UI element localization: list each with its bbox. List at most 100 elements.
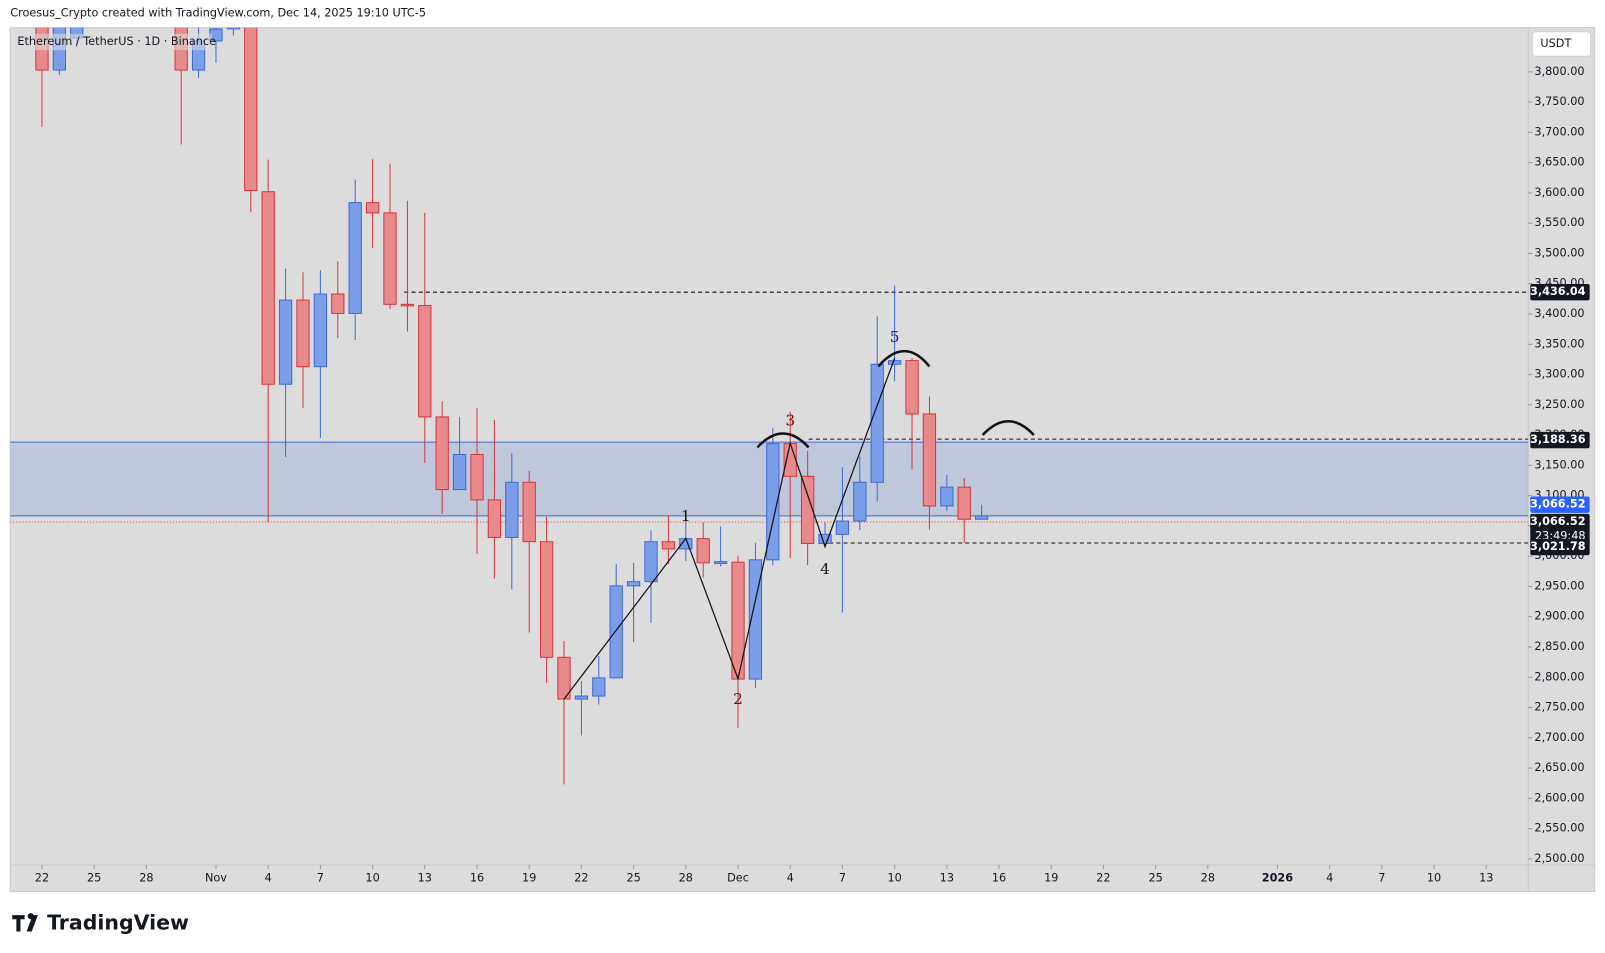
candle-body bbox=[226, 27, 241, 30]
arc bbox=[756, 432, 810, 449]
y-tick-label: 3,750.00 bbox=[1534, 95, 1584, 108]
candle-body bbox=[383, 212, 397, 305]
x-tick-label: 25 bbox=[1148, 871, 1162, 884]
candle-body bbox=[626, 581, 641, 587]
y-tick-label: 3,800.00 bbox=[1534, 65, 1584, 78]
wave-label: 4 bbox=[820, 560, 830, 578]
candle-body bbox=[661, 541, 676, 550]
candle-body bbox=[940, 486, 954, 507]
candle-body bbox=[487, 499, 502, 538]
price-badge bbox=[1530, 496, 1590, 513]
y-tick-label: 2,600.00 bbox=[1534, 791, 1584, 804]
candle-body bbox=[974, 515, 989, 520]
x-tick-label: Nov bbox=[205, 871, 227, 884]
price-badge-label: 3,066.52 bbox=[1530, 498, 1586, 511]
y-tick-label: 3,250.00 bbox=[1534, 398, 1584, 411]
x-tick-label: 7 bbox=[317, 871, 324, 884]
x-tick-label: 28 bbox=[679, 871, 693, 884]
x-tick-label: 10 bbox=[365, 871, 379, 884]
x-tick-label: Dec bbox=[727, 871, 749, 884]
logo-mark bbox=[12, 913, 38, 932]
y-tick-label: 3,700.00 bbox=[1534, 125, 1584, 138]
candle-body bbox=[592, 677, 606, 697]
candle-body bbox=[713, 561, 728, 564]
price-badge bbox=[1530, 431, 1590, 449]
arc bbox=[877, 350, 931, 368]
y-tick-label: 3,550.00 bbox=[1534, 216, 1584, 229]
candle-body bbox=[835, 520, 850, 535]
x-tick-label: 25 bbox=[626, 871, 640, 884]
x-tick-label: 19 bbox=[522, 871, 536, 884]
candle-body bbox=[748, 559, 763, 680]
y-tick-label: 3,500.00 bbox=[1534, 246, 1584, 259]
y-tick-label: 2,700.00 bbox=[1534, 731, 1584, 744]
candle-body bbox=[278, 299, 293, 385]
x-tick-label: 4 bbox=[1326, 871, 1333, 884]
candle-body bbox=[853, 481, 867, 522]
candle-body bbox=[609, 585, 623, 679]
candle-body bbox=[470, 453, 484, 501]
y-tick-label: 2,500.00 bbox=[1534, 852, 1584, 865]
candle-body bbox=[313, 293, 328, 368]
price-badge-label: 3,066.52 bbox=[1530, 515, 1586, 528]
y-tick-label: 3,400.00 bbox=[1534, 307, 1584, 320]
x-tick-label: 16 bbox=[992, 871, 1006, 884]
candle-body bbox=[574, 695, 589, 700]
candle-body bbox=[696, 538, 710, 564]
y-tick-label: 2,750.00 bbox=[1534, 701, 1584, 714]
y-tick-label: 2,550.00 bbox=[1534, 822, 1584, 835]
candle-body bbox=[644, 541, 658, 583]
candle-body bbox=[870, 363, 884, 483]
wave-line bbox=[563, 358, 896, 700]
y-tick-label: 3,600.00 bbox=[1534, 186, 1584, 199]
logo: TradingView bbox=[12, 910, 189, 934]
wave-overlay: 1 2 3 4 5 bbox=[563, 328, 1035, 708]
x-tick-label: 2026 bbox=[1262, 871, 1293, 884]
y-tick-label: 2,850.00 bbox=[1534, 640, 1584, 653]
x-tick-label: 13 bbox=[418, 871, 432, 884]
candle-body bbox=[331, 293, 345, 314]
candle-body bbox=[766, 443, 780, 561]
candle-body bbox=[818, 533, 832, 544]
candle-body bbox=[244, 27, 258, 192]
y-tick-label: 3,350.00 bbox=[1534, 337, 1584, 350]
y-tick-label: 3,150.00 bbox=[1534, 458, 1584, 471]
symbol-title: Ethereum / TetherUS · 1D · Binance bbox=[17, 35, 216, 48]
y-tick-label: 2,950.00 bbox=[1534, 579, 1584, 592]
x-tick-label: 28 bbox=[139, 871, 153, 884]
candle-body bbox=[261, 191, 275, 385]
candle-body bbox=[887, 360, 902, 365]
x-tick-label: 10 bbox=[1427, 871, 1441, 884]
x-tick-label: 4 bbox=[787, 871, 794, 884]
plot-background bbox=[9, 27, 1596, 893]
badge-layer: 3,436.043,188.363,066.523,066.5223:49:48… bbox=[1530, 284, 1590, 556]
y-tick-label: 2,900.00 bbox=[1534, 610, 1584, 623]
candle-layer bbox=[35, 27, 989, 785]
candle-body bbox=[435, 416, 449, 491]
x-tick-label: 25 bbox=[87, 871, 101, 884]
x-tick-label: 22 bbox=[574, 871, 588, 884]
logo-text: TradingView bbox=[47, 910, 189, 934]
wave-label: 3 bbox=[785, 412, 795, 430]
x-tick-label: 7 bbox=[839, 871, 846, 884]
candle-body bbox=[800, 475, 815, 544]
candle-body bbox=[539, 541, 554, 658]
y-tick-label: 3,300.00 bbox=[1534, 368, 1584, 381]
x-tick-label: 22 bbox=[35, 871, 49, 884]
price-badge bbox=[1530, 538, 1590, 556]
x-tick-label: 10 bbox=[887, 871, 901, 884]
candle-body bbox=[452, 453, 467, 491]
unit-box[interactable] bbox=[1531, 31, 1592, 57]
candle-body bbox=[418, 305, 432, 418]
x-tick-label: 19 bbox=[1044, 871, 1058, 884]
y-tick-label: 3,650.00 bbox=[1534, 156, 1584, 169]
candle-body bbox=[505, 481, 519, 538]
price-badge bbox=[1530, 284, 1590, 301]
wave-label: 5 bbox=[890, 328, 900, 346]
price-badge-label: 3,188.36 bbox=[1530, 433, 1586, 446]
legend-bg bbox=[17, 33, 212, 51]
arc bbox=[981, 420, 1035, 436]
candle-body bbox=[522, 481, 536, 543]
